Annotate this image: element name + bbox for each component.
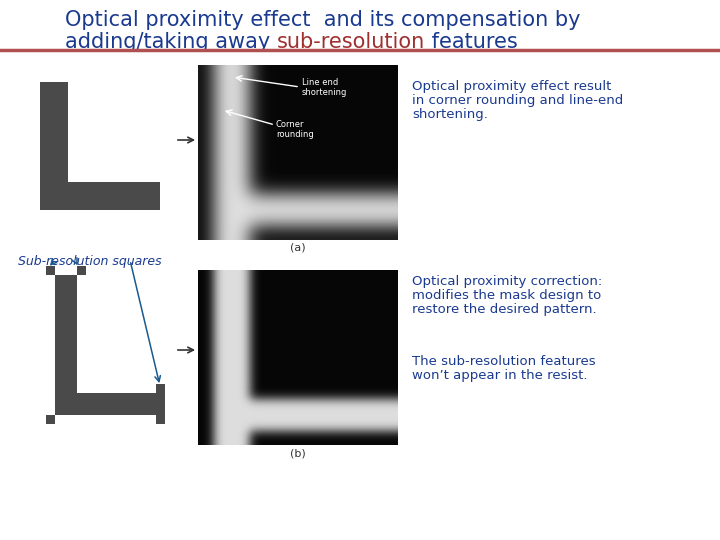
Text: Optical proximity effect result: Optical proximity effect result	[412, 80, 611, 93]
Text: Sub-resolution squares: Sub-resolution squares	[18, 255, 161, 268]
Text: (a): (a)	[290, 243, 306, 253]
Text: Optical proximity effect  and its compensation by: Optical proximity effect and its compens…	[65, 10, 580, 30]
Text: Corner
rounding: Corner rounding	[276, 120, 314, 139]
Text: (b): (b)	[290, 448, 306, 458]
Text: adding/taking away: adding/taking away	[65, 32, 277, 52]
Text: modifies the mask design to: modifies the mask design to	[412, 289, 601, 302]
Bar	[198, 65, 398, 240]
Bar	[198, 270, 398, 445]
Text: in corner rounding and line-end: in corner rounding and line-end	[412, 94, 624, 107]
Text: The sub-resolution features: The sub-resolution features	[412, 355, 595, 368]
Bar	[77, 266, 86, 275]
Text: Line end
shortening: Line end shortening	[302, 78, 347, 97]
Text: restore the desired pattern.: restore the desired pattern.	[412, 303, 597, 316]
Text: Optical proximity correction:: Optical proximity correction:	[412, 275, 602, 288]
Bar	[46, 266, 55, 275]
Bar	[55, 275, 77, 415]
Bar	[46, 415, 55, 424]
Text: won’t appear in the resist.: won’t appear in the resist.	[412, 369, 588, 382]
Text: shortening.: shortening.	[412, 108, 488, 121]
Bar	[40, 82, 68, 210]
Bar	[40, 182, 160, 210]
Bar	[156, 415, 165, 424]
Bar	[55, 393, 165, 415]
Bar	[156, 384, 165, 393]
Text: sub-resolution: sub-resolution	[277, 32, 425, 52]
Text: features: features	[425, 32, 518, 52]
